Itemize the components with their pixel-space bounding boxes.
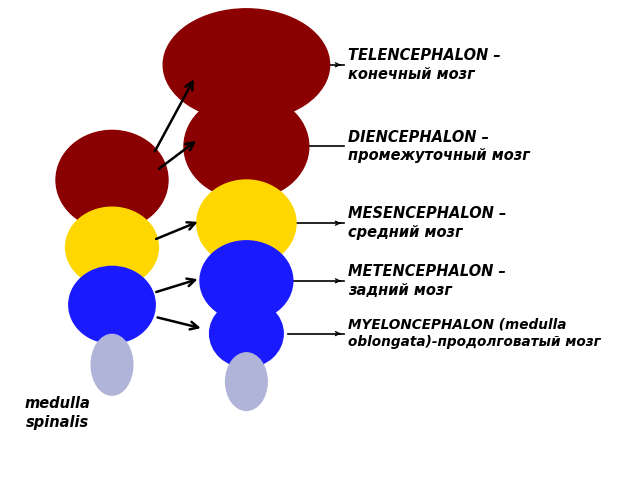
Text: medulla
spinalis: medulla spinalis: [25, 396, 90, 430]
Ellipse shape: [92, 335, 133, 395]
Text: MESENCEPHALON –
средний мозг: MESENCEPHALON – средний мозг: [348, 206, 506, 240]
Ellipse shape: [56, 131, 168, 229]
Ellipse shape: [226, 353, 268, 410]
Ellipse shape: [197, 180, 296, 266]
Ellipse shape: [200, 241, 293, 321]
Text: METENCEPHALON –
задний мозг: METENCEPHALON – задний мозг: [348, 264, 506, 298]
Text: TELENCEPHALON –
конечный мозг: TELENCEPHALON – конечный мозг: [348, 48, 501, 82]
Ellipse shape: [69, 266, 155, 343]
Ellipse shape: [65, 207, 159, 287]
Ellipse shape: [184, 94, 309, 199]
Text: DIENCEPHALON –
промежуточный мозг: DIENCEPHALON – промежуточный мозг: [348, 130, 530, 163]
Text: MYELONCEPHALON (medulla
oblongata)-продолговатый мозг: MYELONCEPHALON (medulla oblongata)-продо…: [348, 318, 601, 349]
Ellipse shape: [163, 9, 330, 121]
Ellipse shape: [210, 300, 283, 367]
